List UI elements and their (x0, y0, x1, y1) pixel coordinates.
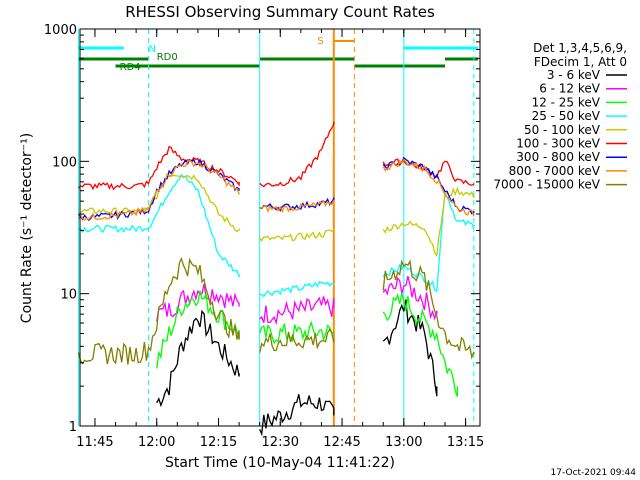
chart-title: RHESSI Observing Summary Count Rates (125, 3, 435, 21)
x-tick-label: 13:00 (385, 435, 422, 450)
legend-header: FDecim 1, Att 0 (534, 55, 627, 69)
y-axis: 1 10 100 1000 (44, 23, 480, 435)
y-tick-label: 1000 (44, 23, 77, 38)
legend-label: 50 - 100 keV (524, 123, 601, 137)
y-axis-label: Count Rate (s⁻¹ detector⁻¹) (19, 133, 35, 323)
series-line (156, 290, 240, 369)
series-line (259, 320, 335, 345)
series-line (156, 283, 240, 322)
series-line (382, 186, 475, 258)
timestamp: 17-Oct-2021 09:44 (551, 468, 637, 478)
x-tick-label: 12:15 (200, 435, 237, 450)
legend: Det 1,3,4,5,6,9,FDecim 1, Att 03 - 6 keV… (493, 41, 627, 192)
y-tick-label: 10 (60, 288, 77, 303)
series-line (259, 229, 335, 243)
series-line (382, 259, 475, 360)
series-line (259, 280, 335, 298)
series-line (259, 296, 335, 326)
series-line (78, 173, 240, 278)
x-axis: 11:45 12:00 12:15 12:30 12:45 13:00 13:15 (76, 29, 484, 450)
x-tick-label: 13:15 (447, 435, 484, 450)
y-tick-label: 1 (69, 420, 77, 435)
legend-label: 3 - 6 keV (547, 68, 601, 82)
series-line (259, 327, 335, 353)
series-line (77, 159, 240, 221)
legend-label: 7000 - 15000 keV (493, 178, 600, 192)
x-tick-label: 12:00 (138, 435, 175, 450)
series-line (259, 199, 335, 214)
n-flag-label: N (148, 44, 155, 55)
series-line (78, 157, 240, 221)
legend-label: 12 - 25 keV (532, 95, 601, 109)
rd4-flag-label: RD4 (120, 62, 141, 73)
x-tick-label: 12:45 (323, 435, 360, 450)
series-line (156, 309, 240, 408)
series-line (259, 394, 335, 437)
series-line (382, 299, 438, 397)
legend-label: 300 - 800 keV (516, 150, 600, 164)
x-axis-label: Start Time (10-May-04 11:41:22) (165, 455, 395, 471)
series-line (382, 275, 438, 321)
legend-header: Det 1,3,4,5,6,9, (533, 41, 627, 55)
series-line (77, 256, 240, 365)
s-flag-label: S (317, 36, 323, 47)
x-tick-label: 11:45 (76, 435, 113, 450)
series-line (382, 158, 475, 217)
series-layer (77, 121, 475, 437)
legend-label: 6 - 12 keV (539, 82, 601, 96)
series-line (259, 121, 335, 188)
rd0-flag-label: RD0 (157, 52, 178, 63)
x-tick-label: 12:30 (262, 435, 299, 450)
y-tick-label: 100 (52, 155, 77, 170)
legend-label: 25 - 50 keV (532, 109, 601, 123)
legend-label: 100 - 300 keV (516, 137, 600, 151)
series-line (382, 292, 459, 397)
legend-label: 800 - 7000 keV (509, 164, 601, 178)
